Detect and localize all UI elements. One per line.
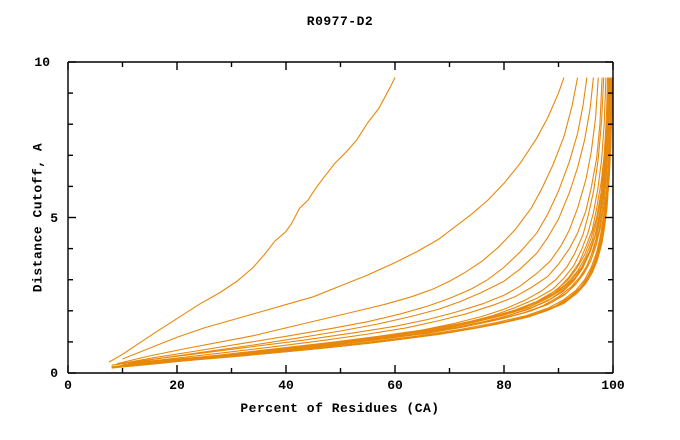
series-line: [122, 77, 611, 367]
series-line: [116, 77, 588, 365]
xtick-label-0: 0: [64, 378, 72, 393]
series-line: [133, 77, 612, 364]
series-line: [111, 77, 599, 366]
series-line: [111, 77, 610, 369]
series-line: [138, 77, 614, 363]
series-line: [117, 77, 613, 368]
series-line: [116, 77, 579, 365]
series-line: [127, 77, 603, 365]
y-axis-label: Distance Cutoff, A: [30, 142, 46, 293]
series-line: [108, 77, 396, 363]
ytick-label-10: 10: [34, 55, 50, 70]
ytick-label-5: 5: [50, 211, 58, 226]
chart-title: R0977-D2: [306, 14, 374, 29]
xtick-label-20: 20: [169, 378, 185, 393]
series-line: [122, 77, 565, 360]
axes-frame: [67, 61, 614, 374]
x-axis-label: Percent of Residues (CA): [240, 401, 440, 416]
xtick-label-100: 100: [601, 378, 625, 393]
ytick-label-0: 0: [50, 366, 58, 381]
series-line: [111, 77, 610, 368]
series-line: [122, 77, 594, 365]
xtick-label-40: 40: [278, 378, 294, 393]
data-series-group: [108, 77, 614, 369]
xtick-label-60: 60: [387, 378, 403, 393]
xtick-label-80: 80: [496, 378, 512, 393]
